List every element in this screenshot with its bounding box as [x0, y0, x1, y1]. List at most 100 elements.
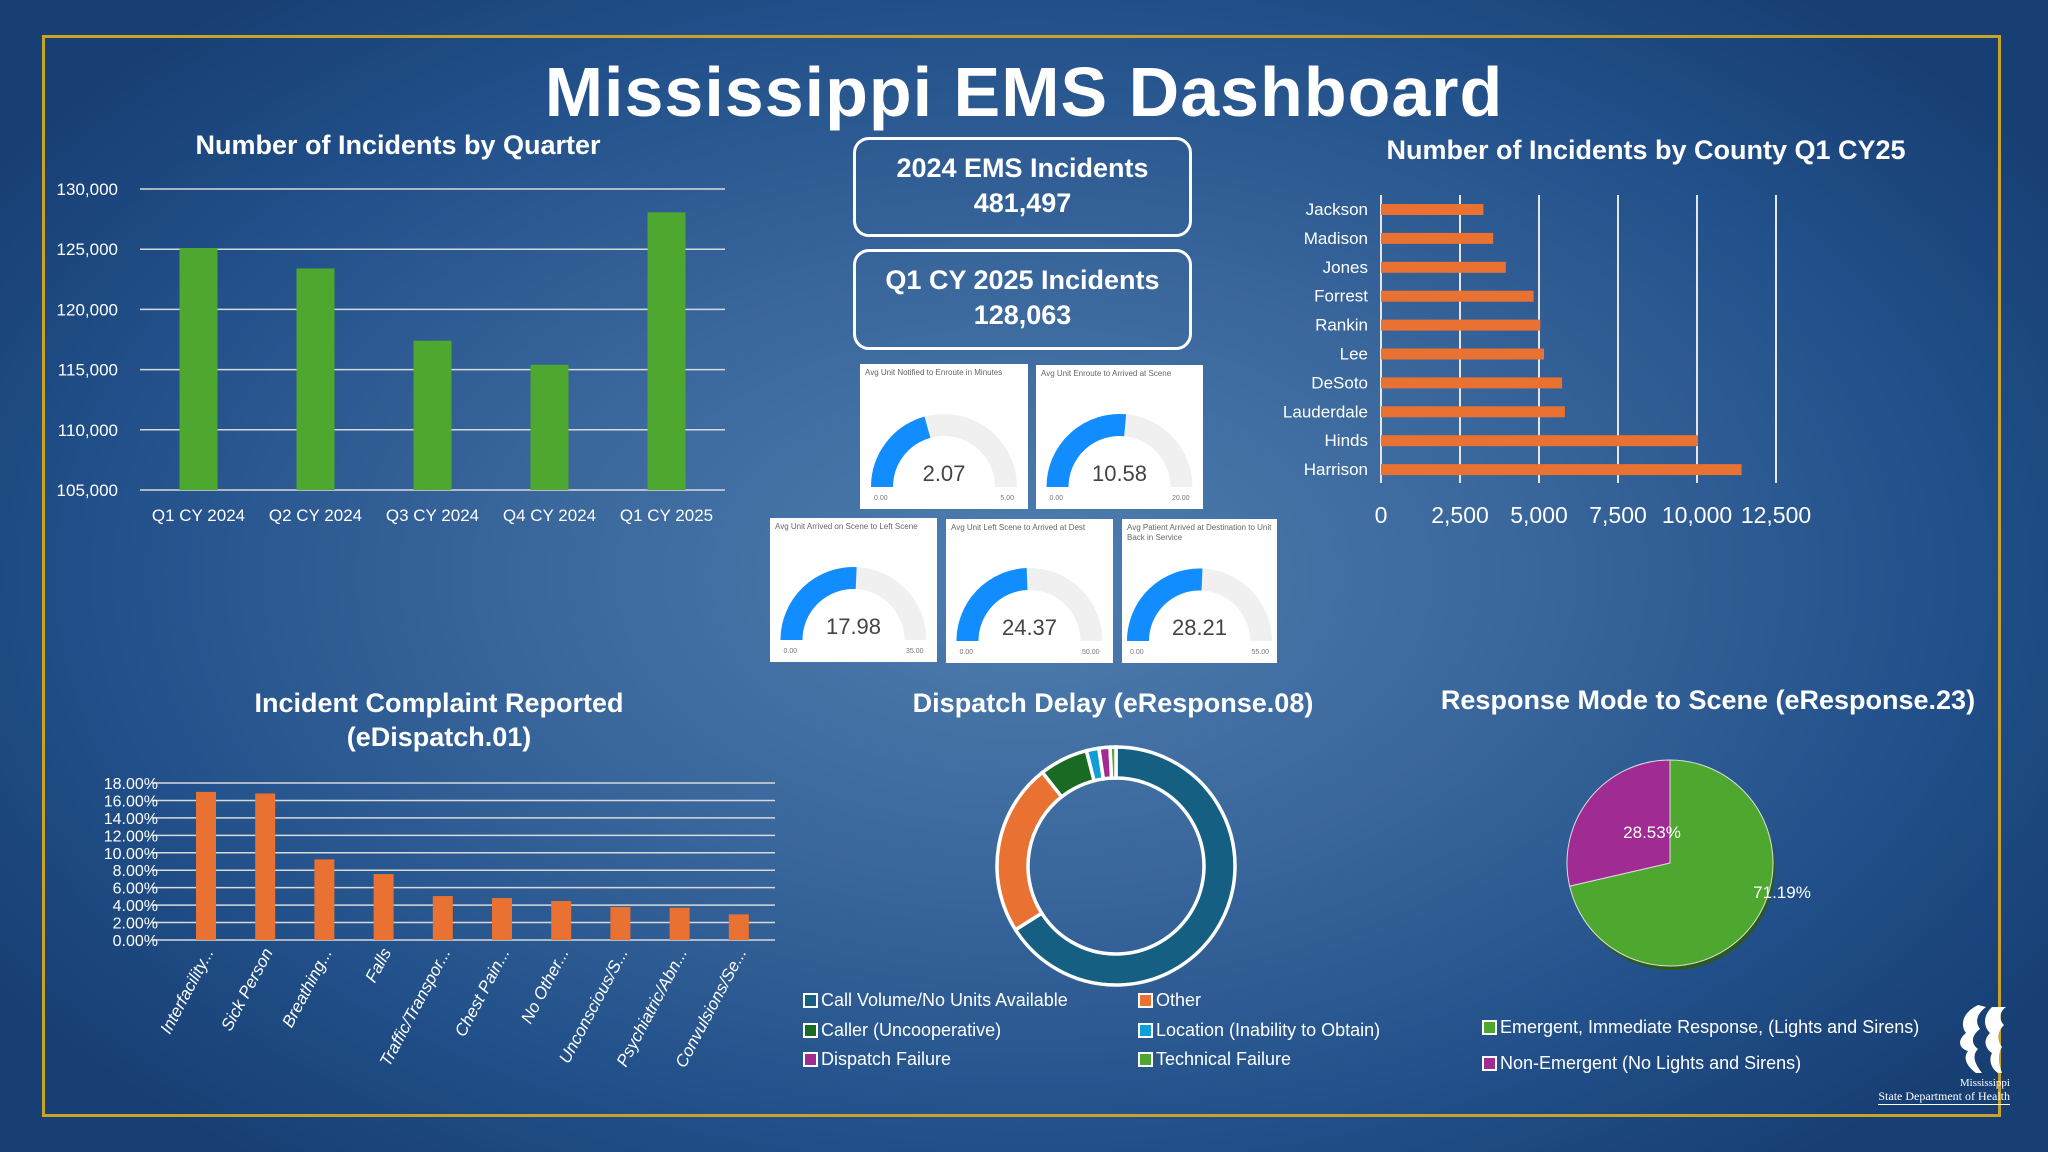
legend-swatch	[1138, 1023, 1153, 1038]
gauge-card: Avg Unit Arrived on Scene to Left Scene 1…	[770, 518, 937, 662]
y-tick-label: 2.00%	[113, 916, 158, 933]
bar	[492, 898, 512, 940]
x-tick-label: 10,000	[1662, 502, 1732, 528]
legend-label: Technical Failure	[1156, 1049, 1292, 1069]
legend-swatch	[1138, 993, 1153, 1008]
y-tick-label: 120,000	[57, 300, 118, 319]
x-tick-label: 12,500	[1741, 502, 1811, 528]
gauge-min: 0.00	[874, 495, 888, 502]
legend-label: Other	[1156, 990, 1202, 1010]
kpi-label: 2024 EMS Incidents	[896, 153, 1149, 183]
y-tick-label: 8.00%	[113, 863, 158, 880]
bar	[1381, 319, 1541, 331]
bar	[647, 212, 686, 491]
y-tick-label: 115,000	[58, 361, 118, 380]
bar	[1381, 464, 1742, 476]
x-tick-label: Falls	[361, 945, 395, 986]
x-tick-label: 2,500	[1431, 502, 1489, 528]
complaint-title-line-2: (eDispatch.01)	[346, 722, 532, 752]
legend-swatch	[803, 1023, 818, 1038]
y-tick-label: 4.00%	[113, 898, 158, 915]
gauge-value: 28.21	[1172, 615, 1227, 640]
dispatch-delay-donut	[995, 745, 1237, 987]
response-mode-pie: 71.19% 28.53%	[1566, 759, 1811, 970]
y-tick-label: 125,000	[57, 240, 118, 259]
y-tick-label: DeSoto	[1311, 373, 1368, 392]
donut-slice	[995, 769, 1065, 933]
legend-label: Emergent, Immediate Response, (Lights an…	[1500, 1017, 1920, 1037]
bar	[1381, 435, 1698, 447]
legend-swatch	[1138, 1052, 1153, 1067]
x-tick-label: Q1 CY 2024	[152, 506, 245, 525]
kpi-q1-2025-incidents: Q1 CY 2025 Incidents 128,063	[853, 249, 1192, 350]
legend-item: Dispatch Failure	[803, 1049, 951, 1070]
gauge-title: Avg Patient Arrived at Destination to Un…	[1127, 523, 1272, 542]
pie-slice	[1569, 759, 1774, 967]
logo-line-1: Mississippi	[1959, 1077, 2010, 1089]
gold-frame	[42, 35, 2001, 1117]
gauge-fill	[1046, 414, 1127, 488]
kpi-value: 481,497	[973, 188, 1072, 218]
gauge-min: 0.00	[1130, 649, 1144, 656]
legend-swatch	[803, 1052, 818, 1067]
profile-silhouettes-icon	[1960, 1005, 2006, 1073]
gauge-min: 0.00	[1050, 495, 1064, 502]
gauge-card: Avg Patient Arrived at Destination to Un…	[1122, 519, 1277, 663]
msdh-logo: Mississippi State Department of Health	[1850, 1003, 2010, 1105]
legend-label: Dispatch Failure	[821, 1049, 952, 1069]
gauge-value: 17.98	[826, 614, 881, 639]
gauge-title: Avg Unit Arrived on Scene to Left Scene	[775, 522, 918, 531]
y-tick-label: Lauderdale	[1283, 402, 1368, 421]
kpi-label: Q1 CY 2025 Incidents	[885, 265, 1160, 295]
x-tick-label: 0	[1375, 502, 1388, 528]
legend-label: Non-Emergent (No Lights and Sirens)	[1500, 1053, 1802, 1073]
gauge-max: 35.00	[906, 648, 924, 655]
gauge-max: 5.00	[1000, 495, 1014, 502]
y-tick-label: 10.00%	[104, 846, 158, 863]
legend-swatch	[1482, 1056, 1497, 1071]
gauge-value: 24.37	[1002, 615, 1057, 640]
x-tick-label: Q4 CY 2024	[503, 506, 596, 525]
y-tick-label: Hinds	[1325, 431, 1368, 450]
y-tick-label: Forrest	[1314, 287, 1368, 306]
bar	[1381, 348, 1545, 360]
legend-item: Other	[1138, 990, 1201, 1011]
gauge-max: 50.00	[1082, 649, 1100, 656]
gauge-fill	[780, 567, 857, 641]
quarter-chart-title: Number of Incidents by Quarter	[195, 130, 601, 160]
x-tick-label: 7,500	[1589, 502, 1647, 528]
gauge-fill	[871, 416, 931, 488]
donut-slice	[1013, 745, 1237, 987]
x-tick-label: Breathing...	[278, 945, 336, 1031]
y-tick-label: 0.00%	[113, 933, 158, 950]
gauge-card: Avg Unit Notified to Enroute in Minutes 2…	[860, 364, 1028, 509]
gauge-max: 20.00	[1172, 495, 1190, 502]
pie-value-label: 28.53%	[1623, 823, 1681, 842]
bar	[1381, 290, 1534, 302]
kpi-2024-incidents: 2024 EMS Incidents 481,497	[853, 137, 1192, 237]
donut-slice	[1108, 745, 1118, 780]
quarter-bar-chart: 105,000 110,000 115,000 120,000 125,000 130,0…	[57, 180, 725, 525]
bar	[1381, 232, 1494, 244]
y-tick-label: 14.00%	[104, 811, 158, 828]
complaint-bar-chart: 0.00%2.00%4.00%6.00%8.00%10.00%12.00%14.…	[104, 776, 775, 1071]
bar	[373, 874, 394, 940]
x-tick-label: Q1 CY 2025	[620, 506, 713, 525]
response-mode-title: Response Mode to Scene (eResponse.23)	[1440, 685, 1976, 715]
bar	[314, 859, 335, 940]
pie-slice	[1566, 759, 1671, 887]
gauge-fill	[956, 568, 1028, 642]
gauge-graphic: 24.37 0.00 50.00	[956, 568, 1103, 656]
y-tick-label: 12.00%	[104, 828, 158, 845]
legend-label: Location (Inability to Obtain)	[1156, 1020, 1381, 1040]
x-tick-label: Q2 CY 2024	[269, 506, 362, 525]
x-tick-label: No Other...	[517, 945, 573, 1027]
kpi-value: 128,063	[973, 300, 1072, 330]
x-tick-label: 5,000	[1510, 502, 1568, 528]
legend-swatch	[1482, 1020, 1497, 1035]
gauge-card: Avg Unit Left Scene to Arrived at Dest 24…	[946, 519, 1113, 663]
gauge-max: 55.00	[1251, 649, 1269, 656]
gauge-graphic: 17.98 0.00 35.00	[780, 567, 927, 655]
x-tick-label: Chest Pain...	[451, 945, 513, 1040]
